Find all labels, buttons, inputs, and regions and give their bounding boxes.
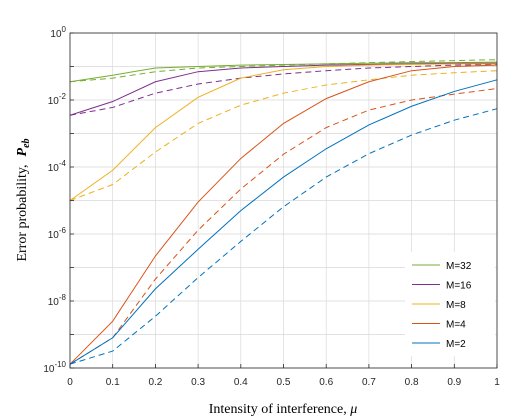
series-line-m-16-dashed	[69, 63, 498, 116]
legend-label: M=8	[446, 300, 466, 311]
series-line-m-8-dashed	[69, 70, 498, 201]
x-tick-label: 0.4	[234, 377, 248, 388]
x-tick-label: 0.9	[447, 377, 461, 388]
x-axis-title: Intensity of interference, μ	[209, 402, 358, 417]
x-tick-label: 0.3	[191, 377, 205, 388]
legend-label: M=2	[446, 339, 466, 350]
x-tick-label: 0.2	[148, 377, 162, 388]
legend-label: M=4	[446, 320, 466, 331]
x-tick-label: 0.5	[277, 377, 291, 388]
legend-label: M=32	[446, 261, 472, 272]
legend: M=32 M=16 M=8 M=4 M=2	[405, 252, 495, 356]
series-line-m-4-solid	[69, 64, 498, 365]
legend-label: M=16	[446, 281, 472, 292]
y-axis-title: Error probability,Peb	[15, 138, 32, 261]
x-tick-label: 0.6	[319, 377, 333, 388]
y-tick-label: 10-8	[48, 293, 67, 308]
y-tick-label: 100	[50, 25, 66, 40]
y-tick-label: 10-10	[43, 360, 66, 375]
x-tick-label: 0.7	[362, 377, 376, 388]
y-tick-label: 10-4	[48, 159, 67, 174]
x-tick-label: 0	[67, 377, 73, 388]
series-line-m-32-dashed	[69, 59, 498, 83]
axis-ticks: 0 0.1 0.2 0.3 0.4 0.5 0.6 0.7 0.8 0.9 1 100 10-2 10-4…	[43, 25, 500, 388]
x-tick-label: 0.8	[405, 377, 419, 388]
series-line-m-4-dashed	[69, 88, 498, 365]
series-line-m-2-solid	[69, 79, 498, 365]
series-line-m-32-solid	[69, 61, 498, 83]
series-line-m-2-dashed	[69, 108, 498, 365]
x-tick-label: 0.1	[106, 377, 120, 388]
y-tick-label: 10-2	[48, 92, 67, 107]
x-tick-label: 1	[494, 377, 500, 388]
series-lines	[69, 59, 498, 365]
series-line-m-16-solid	[69, 62, 497, 116]
y-tick-label: 10-6	[48, 226, 67, 241]
series-line-m-8-solid	[69, 63, 497, 201]
